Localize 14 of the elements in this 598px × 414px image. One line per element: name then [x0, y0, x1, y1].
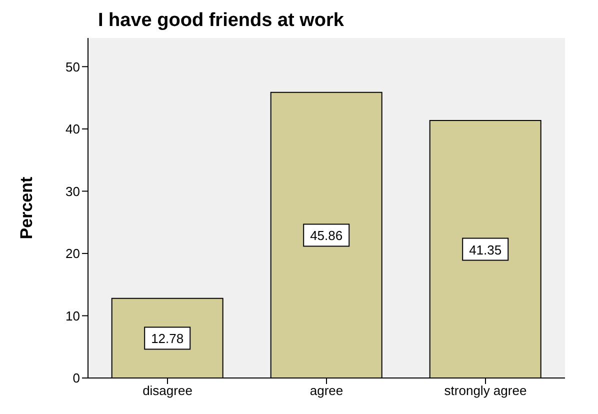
y-tick-label: 40 — [66, 122, 80, 137]
chart-title: I have good friends at work — [98, 9, 345, 33]
y-axis-title: Percent — [17, 176, 36, 240]
data-label: 41.35 — [469, 242, 502, 258]
data-label: 45.86 — [310, 228, 343, 244]
y-tick-label: 30 — [66, 184, 80, 199]
x-tick-label: agree — [310, 383, 344, 398]
y-tick-label: 0 — [72, 370, 80, 386]
y-tick-label: 10 — [66, 308, 80, 324]
x-tick-label: disagree — [142, 383, 192, 398]
x-tick-label: strongly agree — [444, 383, 527, 398]
y-tick-label: 20 — [66, 246, 80, 262]
y-tick-label: 50 — [66, 59, 80, 74]
data-label: 12.78 — [151, 331, 184, 346]
